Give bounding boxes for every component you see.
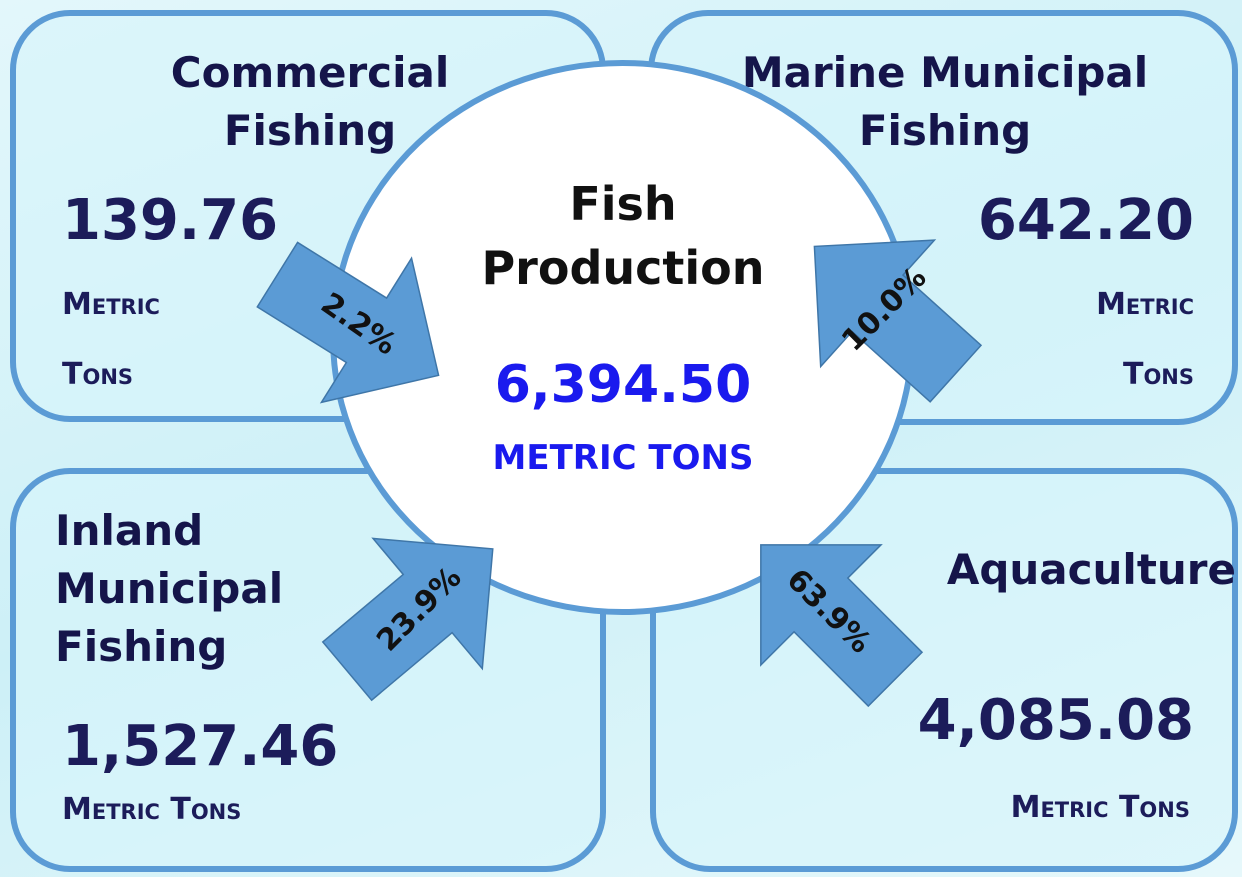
arrows: 2.2% 10.0% 23.9% 63.9% (0, 0, 1242, 877)
infographic: Commercial Fishing 139.76 Metric Tons Ma… (0, 0, 1242, 877)
arrow: 10.0% (758, 183, 1013, 436)
arrow: 63.9% (701, 485, 956, 740)
arrow: 2.2% (232, 203, 483, 448)
arrow: 23.9% (293, 484, 548, 736)
